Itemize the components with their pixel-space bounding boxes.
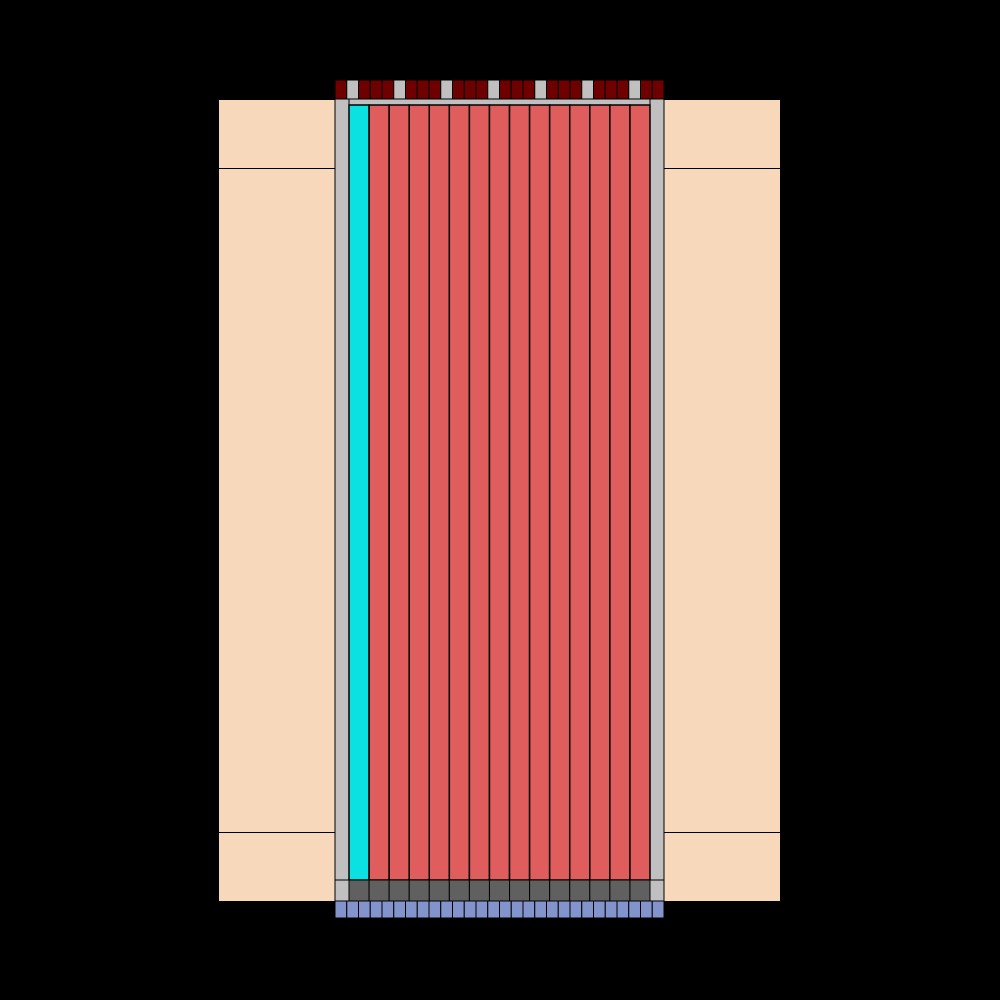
fuel-pin [428, 104, 451, 881]
upper-spacer-block [534, 79, 547, 100]
lower-inlet-block [381, 900, 395, 919]
lower-inlet-block [475, 900, 489, 919]
lower-inlet-block [452, 900, 465, 919]
lower-inlet-block [628, 900, 641, 919]
upper-spacer-block [440, 79, 453, 100]
lower-inlet-block [569, 900, 583, 919]
lower-inlet-block [651, 900, 665, 919]
lower-inlet-block [463, 900, 477, 919]
cladding-right [649, 98, 665, 902]
fuel-pin [468, 104, 491, 881]
upper-plenum-block [546, 79, 559, 100]
outer-region-right-block [664, 100, 780, 901]
fuel-pin [388, 104, 410, 881]
lower-plug-block [468, 879, 490, 902]
lower-plug-block [549, 879, 571, 902]
lower-plug-block [368, 879, 390, 902]
fuel-pin [408, 104, 431, 881]
upper-spacer-block [369, 79, 383, 100]
lower-inlet-block [522, 900, 536, 919]
lower-inlet-block [593, 900, 606, 919]
lower-inlet-block [369, 900, 383, 919]
fuel-pin [568, 104, 591, 881]
lower-inlet-block [393, 900, 406, 919]
lower-inlet-block [416, 900, 430, 919]
lower-inlet-block [546, 900, 559, 919]
lower-plug-block [448, 879, 470, 902]
outer-region-left [219, 100, 335, 901]
lower-inlet-block [428, 900, 442, 919]
lower-plug-block [509, 879, 531, 902]
outer-region-left-block [219, 100, 335, 901]
outer-region-right [664, 100, 780, 901]
upper-plenum-block [616, 79, 630, 100]
upper-spacer-block [463, 79, 477, 100]
cladding-left [334, 98, 350, 902]
fuel-pin [629, 104, 651, 881]
lower-plug-block [348, 879, 370, 902]
upper-spacer-block [393, 79, 406, 100]
lower-inlet-block [616, 900, 630, 919]
fuel-pin [609, 104, 631, 881]
upper-plenum-block [381, 79, 395, 100]
upper-spacer-block [628, 79, 641, 100]
upper-spacer-block [581, 79, 594, 100]
upper-plenum-block [428, 79, 442, 100]
core-assembly [334, 79, 665, 919]
upper-plenum-block [334, 79, 348, 100]
lower-plug-block [428, 879, 450, 902]
fuel-pin [448, 104, 471, 881]
upper-plenum-block [640, 79, 653, 100]
lower-plug-block [408, 879, 430, 902]
lower-inlet-block [557, 900, 571, 919]
fuel-pin [528, 104, 551, 881]
upper-spacer-block [557, 79, 571, 100]
upper-plenum-block [358, 79, 371, 100]
coolant-channel [348, 104, 370, 881]
lower-plug-block [569, 879, 591, 902]
lower-inlet-block [510, 900, 524, 919]
fuel-pin [508, 104, 531, 881]
upper-spacer-block [416, 79, 430, 100]
upper-spacer-block [510, 79, 524, 100]
lower-inlet-block [440, 900, 453, 919]
lower-cladding-right [649, 879, 665, 902]
lower-inlet-block [334, 900, 348, 919]
lower-plug-block [488, 879, 511, 902]
upper-spacer-block [651, 79, 665, 100]
fuel-pin [368, 104, 390, 881]
fuel-pin [548, 104, 571, 881]
upper-plenum-block [593, 79, 606, 100]
lower-inlet-block [487, 900, 500, 919]
lower-inlet-block [604, 900, 618, 919]
fuel-pin [589, 104, 611, 881]
lower-inlet-block [581, 900, 594, 919]
upper-spacer-block [487, 79, 500, 100]
lower-inlet-block [640, 900, 653, 919]
upper-plenum-block [522, 79, 536, 100]
fuel-pin [488, 104, 511, 881]
upper-spacer-block [346, 79, 359, 100]
lower-inlet-block [499, 900, 512, 919]
lower-plug-block [589, 879, 611, 902]
upper-plenum-block [475, 79, 489, 100]
upper-cap-strip [334, 98, 665, 106]
lower-plug-block [609, 879, 631, 902]
upper-plenum-block [452, 79, 465, 100]
lower-plug-block [629, 879, 651, 902]
lower-inlet-block [405, 900, 418, 919]
lower-inlet-block [346, 900, 359, 919]
lower-inlet-block [358, 900, 371, 919]
upper-plenum-block [405, 79, 418, 100]
upper-plenum-block [499, 79, 512, 100]
lower-cladding-left [334, 879, 350, 902]
lower-plug-block [529, 879, 551, 902]
upper-plenum-block [569, 79, 583, 100]
lower-inlet-block [534, 900, 547, 919]
upper-spacer-block [604, 79, 618, 100]
lower-plug-block [388, 879, 410, 902]
